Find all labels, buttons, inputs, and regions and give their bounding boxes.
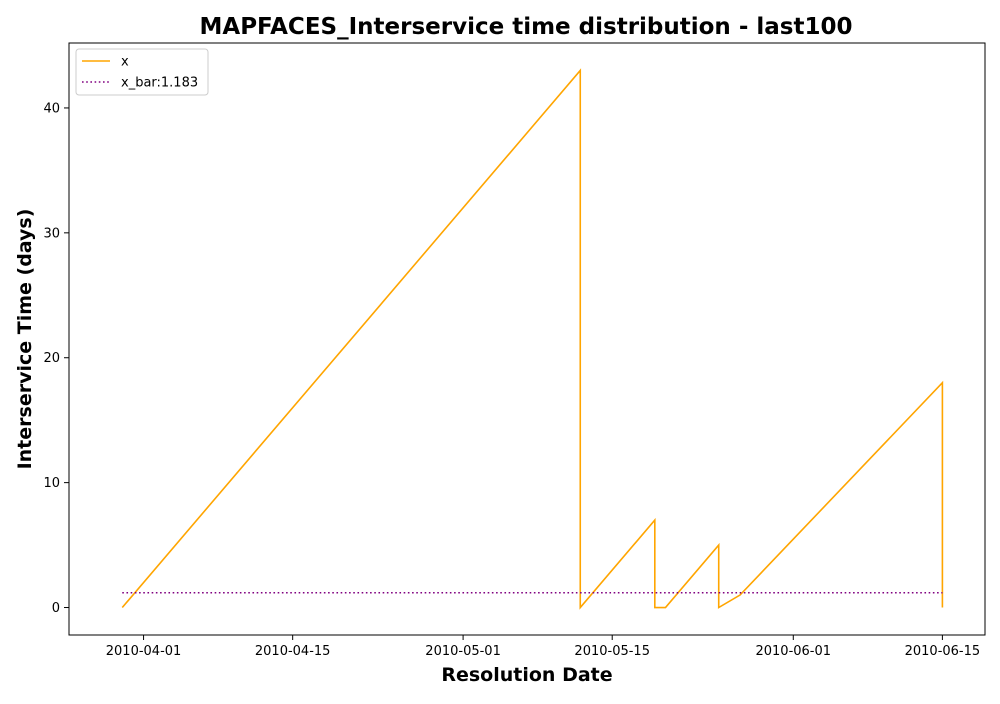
y-tick-label: 20 [43,351,60,366]
legend-label: x_bar:1.183 [121,76,198,91]
x-tick-label: 2010-06-01 [755,644,831,659]
x-tick-label: 2010-04-01 [106,644,182,659]
plot-frame [68,42,986,636]
x-tick-label: 2010-05-01 [425,644,501,659]
legend-label: x [121,55,129,70]
y-tick-label: 30 [43,226,60,241]
series-layer [121,68,944,610]
legend: x x_bar:1.183 [75,48,209,96]
y-tick-label: 0 [52,601,60,616]
x-axis-label: Resolution Date [441,664,612,686]
x-axis: 2010-04-01 2010-04-15 2010-05-01 2010-05-15… [106,635,980,659]
y-axis: 0 10 20 30 40 [43,101,69,616]
x-tick-label: 2010-04-15 [255,644,331,659]
x-tick-label: 2010-05-15 [574,644,650,659]
y-axis-label: Interservice Time (days) [14,209,36,470]
chart-title: MAPFACES_Interservice time distribution … [200,14,853,40]
series-line-x [121,68,944,610]
y-tick-label: 40 [43,101,60,116]
x-tick-label: 2010-06-15 [905,644,981,659]
y-tick-label: 10 [43,476,60,491]
